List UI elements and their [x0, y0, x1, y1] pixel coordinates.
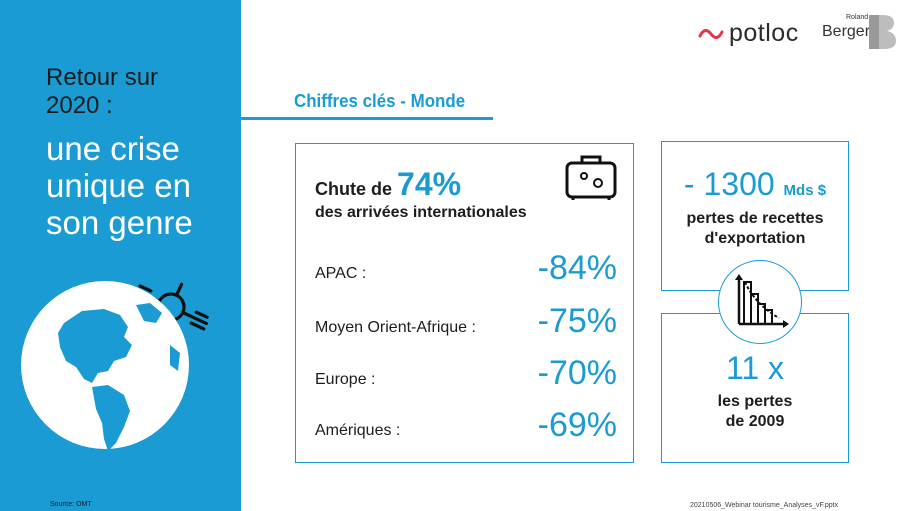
title-intro: Retour sur 2020 : — [46, 64, 236, 120]
loss-multiple-value: 11 x — [725, 350, 785, 386]
rb-berger-text: Berger — [822, 23, 871, 40]
declining-bar-chart-icon — [735, 274, 789, 328]
headline-subtitle: des arrivées internationales — [315, 204, 527, 221]
region-value-middle-east-africa: -75% — [537, 302, 617, 340]
arrivals-headline: Chute de 74% — [315, 166, 461, 203]
region-value-americas: -69% — [537, 406, 617, 444]
region-label-middle-east-africa: Moyen Orient-Afrique : — [315, 319, 476, 336]
headline-percentage: 74% — [397, 166, 462, 202]
potloc-logo: potloc — [697, 19, 799, 48]
suitcase-icon — [565, 155, 617, 200]
globe-icon — [21, 281, 189, 451]
title-line-2: 2020 : — [46, 92, 113, 119]
sidebar: Retour sur 2020 : une crise unique en so… — [0, 0, 241, 511]
section-title: Chiffres clés - Monde — [294, 91, 466, 111]
section-underline — [241, 117, 493, 120]
declining-chart-badge — [718, 260, 802, 344]
region-label-americas: Amériques : — [315, 422, 401, 439]
revenue-loss-caption: pertes de recettes d'exportation — [662, 209, 848, 249]
revenue-loss-number: - 1300 — [683, 166, 775, 202]
loss-multiple-caption: les pertes de 2009 — [662, 392, 848, 432]
revenue-loss-value: - 1300 Mds $ — [662, 166, 848, 203]
source-note: Source: OMT — [50, 501, 92, 508]
rb-roland-text: Roland — [846, 14, 869, 21]
footer-filename: 20210506_Webinar tourisme_Analyses_vF.pp… — [690, 502, 839, 509]
region-value-europe: -70% — [537, 354, 617, 392]
potloc-mark-icon — [698, 28, 724, 39]
multiple-caption-line-2: de 2009 — [725, 413, 785, 430]
title-line-1: Retour sur — [46, 64, 159, 91]
rb-b-mark-icon — [869, 15, 896, 49]
region-label-apac: APAC : — [315, 265, 367, 282]
region-label-europe: Europe : — [315, 371, 376, 388]
revenue-caption-line-1: pertes de recettes — [686, 210, 824, 227]
title-main: une crise unique en son genre — [46, 130, 193, 241]
potloc-wordmark: potloc — [729, 19, 799, 47]
export-revenue-card: - 1300 Mds $ pertes de recettes d'export… — [661, 141, 849, 291]
revenue-loss-unit: Mds $ — [783, 182, 827, 199]
international-arrivals-card: Chute de 74% des arrivées internationale… — [295, 143, 634, 463]
region-value-apac: -84% — [537, 249, 617, 287]
revenue-caption-line-2: d'exportation — [704, 230, 806, 247]
headline-prefix: Chute de — [315, 179, 398, 199]
multiple-caption-line-1: les pertes — [717, 393, 793, 410]
